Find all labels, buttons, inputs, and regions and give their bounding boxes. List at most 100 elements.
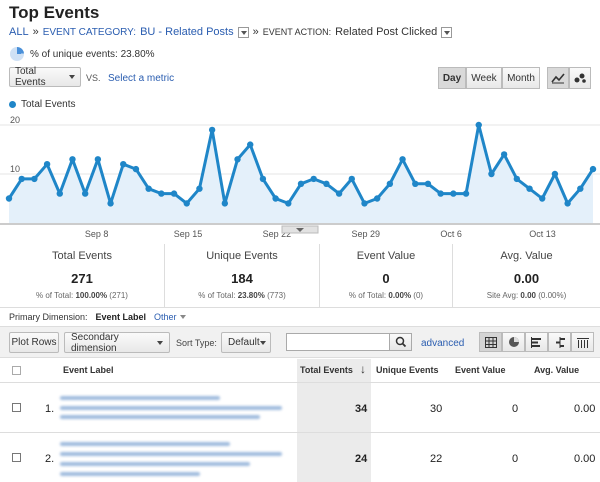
week-button[interactable]: Week [466, 67, 502, 89]
metric-select-value: Total Events [15, 66, 46, 88]
legend-dot-icon [9, 101, 16, 108]
chevron-down-icon [157, 340, 163, 345]
line-chart-button[interactable] [547, 67, 569, 89]
col-event-label[interactable]: Event Label [63, 365, 114, 375]
dimension-other-menu[interactable]: Other [154, 312, 186, 322]
col-avg-value[interactable]: Avg. Value [534, 365, 580, 375]
row-total-events: 24 [355, 453, 368, 465]
advanced-filter-link[interactable]: advanced [421, 338, 465, 349]
row-checkbox[interactable] [12, 453, 21, 462]
col-unique-events[interactable]: Unique Events [376, 365, 439, 375]
chart-type-toggle [547, 67, 591, 89]
row-total-events: 34 [355, 403, 368, 415]
data-point [500, 151, 508, 158]
table-view-toggle [479, 332, 594, 352]
kpi-sub-suffix: (0) [413, 291, 424, 300]
data-point [310, 175, 317, 183]
sort-type-select[interactable]: Default [221, 332, 271, 353]
col-event-value[interactable]: Event Value [455, 365, 506, 375]
kpi-avg-value: Avg. Value 0.00 Site Avg: 0.00 (0.00%) [453, 244, 600, 307]
table-header: Event Label Total Events ↓ Unique Events… [0, 359, 600, 383]
action-dropdown-icon[interactable] [441, 26, 453, 38]
kpi-sub-value: 0.00 [520, 291, 536, 300]
row-checkbox[interactable] [12, 403, 21, 412]
data-point [361, 200, 368, 207]
unique-events-pct-text: % of unique events: 23.80% [30, 48, 155, 60]
redacted-label [60, 452, 282, 456]
col-total-events[interactable]: Total Events [300, 365, 353, 375]
breadcrumb-category-value[interactable]: BU - Related Posts [140, 26, 234, 38]
vs-label: VS. [86, 73, 101, 83]
select-all-checkbox[interactable] [12, 366, 21, 375]
data-point [132, 165, 140, 173]
row-index: 2. [45, 453, 55, 465]
redacted-label [60, 415, 260, 419]
pivot-view-button[interactable] [571, 332, 594, 352]
pie-view-button[interactable] [502, 332, 525, 352]
data-point [145, 185, 152, 192]
x-tick-label: Sep 15 [174, 229, 203, 239]
y-tick-label: 10 [10, 164, 20, 174]
kpi-sub: % of Total: 0.00% (0) [320, 291, 452, 300]
table-row[interactable]: 1. 34 30 0 0.00 [0, 384, 600, 433]
pivot-icon [576, 337, 589, 348]
day-button[interactable]: Day [438, 67, 466, 89]
breadcrumb-separator: » [32, 26, 39, 38]
data-point [373, 195, 381, 202]
data-point [272, 195, 279, 202]
unique-events-percentage: % of unique events: 23.80% [10, 47, 155, 61]
redacted-label [60, 406, 282, 410]
select-metric-link[interactable]: Select a metric [108, 73, 175, 84]
data-point [539, 195, 546, 202]
pie-icon [10, 47, 24, 61]
comparison-view-button[interactable] [548, 332, 571, 352]
category-dropdown-icon[interactable] [237, 26, 249, 38]
secondary-dimension-select[interactable]: Secondary dimension [64, 332, 170, 354]
breadcrumb: ALL » EVENT CATEGORY: BU - Related Posts… [9, 26, 453, 38]
table-row[interactable]: 2. 24 22 0 0.00 [0, 434, 600, 482]
line-chart-icon [551, 73, 565, 84]
plot-rows-button[interactable]: Plot Rows [9, 332, 59, 353]
row-event-value: 0 [512, 403, 519, 415]
breadcrumb-category-label[interactable]: EVENT CATEGORY: [42, 26, 137, 38]
table-view-button[interactable] [479, 332, 502, 352]
data-point [526, 185, 533, 192]
kpi-sub-value: 100.00% [75, 291, 108, 300]
chevron-down-icon [69, 75, 75, 79]
search-input[interactable] [287, 334, 387, 350]
row-avg-value: 0.00 [574, 453, 596, 465]
data-point [56, 190, 63, 197]
redacted-label [60, 472, 200, 476]
kpi-sub-prefix: Site Avg: [486, 291, 519, 300]
search-button[interactable] [389, 334, 411, 350]
data-point [335, 190, 343, 197]
data-point [424, 180, 432, 187]
kpi-value: 184 [231, 271, 253, 286]
bar-view-button[interactable] [525, 332, 548, 352]
data-point [107, 200, 114, 207]
chart-legend: Total Events [9, 99, 75, 110]
dimension-event-label[interactable]: Event Label [95, 312, 147, 322]
breadcrumb-all-link[interactable]: ALL [9, 26, 29, 38]
series-area [9, 125, 593, 223]
data-point [450, 190, 457, 197]
kpi-value: 271 [71, 271, 93, 286]
pie-chart-icon [508, 337, 519, 347]
data-point [462, 190, 470, 197]
row-avg-value: 0.00 [574, 403, 596, 415]
data-point [412, 180, 419, 187]
motion-chart-button[interactable] [569, 67, 591, 89]
data-point [475, 121, 482, 129]
chevron-down-icon [179, 315, 186, 319]
metric-select[interactable]: Total Events [9, 66, 81, 88]
breadcrumb-action-value: Related Post Clicked [335, 26, 438, 38]
kpi-sub: % of Total: 100.00% (271) [0, 291, 164, 300]
month-button[interactable]: Month [502, 67, 540, 89]
data-point [564, 200, 571, 207]
x-tick-label: Sep 8 [85, 229, 109, 239]
x-tick-label: Oct 6 [440, 229, 462, 239]
x-tick-label: Oct 13 [529, 229, 556, 239]
kpi-label: Total Events [52, 250, 112, 262]
primary-dimension-label: Primary Dimension: [9, 312, 88, 322]
kpi-label: Unique Events [206, 250, 278, 262]
